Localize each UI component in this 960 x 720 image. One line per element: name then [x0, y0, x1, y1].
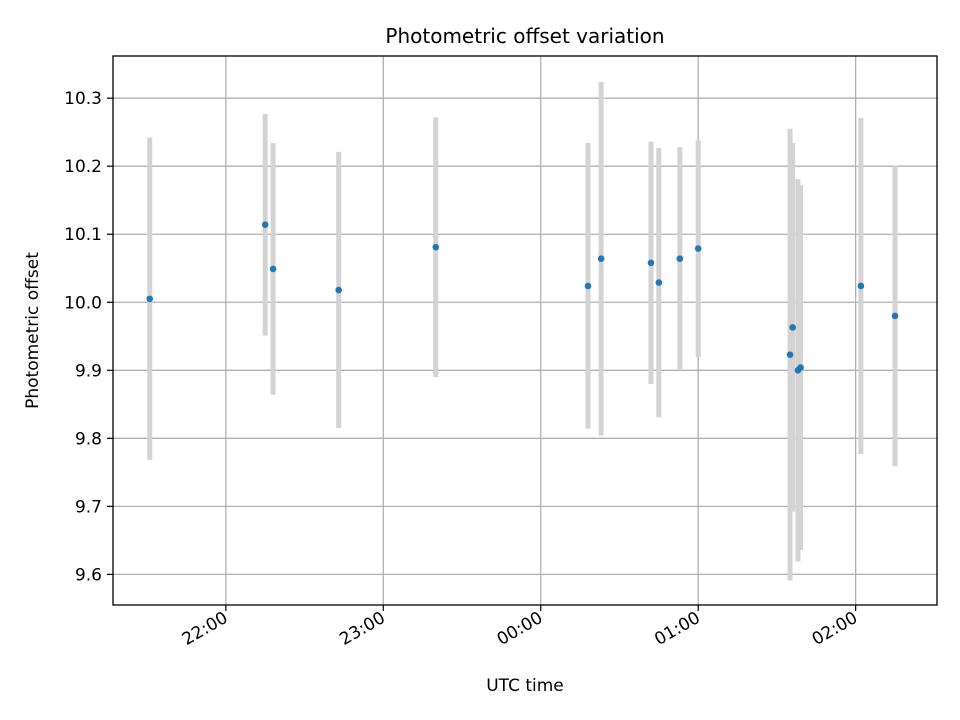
y-tick-label: 10.0 [64, 293, 102, 313]
data-point [857, 282, 865, 290]
data-point [647, 259, 655, 267]
data-point [786, 351, 794, 358]
data-point [335, 286, 342, 294]
chart-title: Photometric offset variation [385, 24, 664, 48]
y-tick-label: 9.7 [75, 497, 102, 517]
data-point [676, 255, 684, 263]
x-tick-label: 02:00 [809, 608, 861, 650]
data-point [269, 265, 277, 273]
x-tick-label: 23:00 [336, 608, 388, 650]
data-point [891, 312, 899, 320]
data-point [146, 295, 154, 303]
plot-frame [112, 55, 938, 606]
y-tick-label: 9.6 [75, 565, 102, 585]
y-axis-ticks: 9.6 9.7 9.8 9.9 10.0 10.1 10.2 10.3 [64, 89, 113, 585]
data-point [597, 255, 605, 263]
data-point [261, 221, 269, 229]
y-tick-label: 10.1 [64, 225, 102, 245]
x-tick-label: 01:00 [651, 608, 703, 650]
data-point [797, 364, 804, 371]
y-axis-title: Photometric offset [23, 252, 43, 409]
x-tick-label: 00:00 [494, 608, 546, 650]
data-point [584, 282, 592, 290]
x-axis-title: UTC time [486, 676, 564, 696]
y-tick-label: 10.3 [64, 89, 102, 109]
x-axis-ticks: 22:00 23:00 00:00 01:00 02:00 [179, 605, 861, 650]
data-point [789, 324, 796, 331]
data-point [694, 245, 702, 252]
data-point [655, 279, 663, 286]
grid [113, 56, 937, 605]
y-tick-label: 10.2 [64, 157, 102, 177]
data-points [146, 221, 899, 374]
y-tick-label: 9.8 [75, 429, 102, 449]
data-point [432, 243, 440, 251]
y-tick-label: 9.9 [75, 361, 102, 381]
x-tick-label: 22:00 [179, 608, 231, 650]
